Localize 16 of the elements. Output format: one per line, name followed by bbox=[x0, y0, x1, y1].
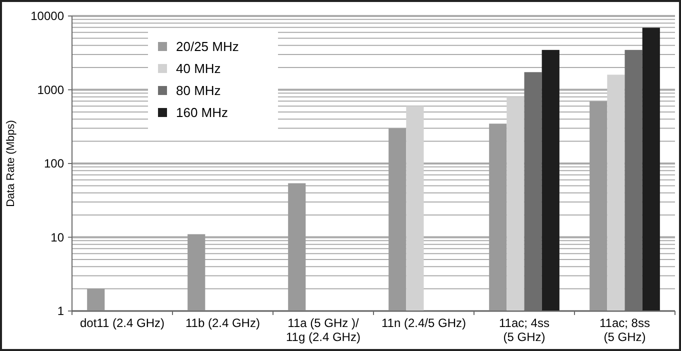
legend-label: 20/25 MHz bbox=[176, 39, 239, 54]
x-tick-label: 11ac; 8ss (5 GHz) bbox=[600, 316, 650, 344]
y-tick-label: 1000 bbox=[37, 82, 64, 97]
legend-label: 80 MHz bbox=[176, 83, 221, 98]
y-tick-label: 100 bbox=[44, 156, 64, 171]
y-axis-title: Data Rate (Mbps) bbox=[5, 120, 17, 207]
y-tick-label: 10000 bbox=[30, 9, 64, 24]
legend-label: 40 MHz bbox=[176, 61, 221, 76]
x-tick-label: 11ac; 4ss (5 GHz) bbox=[499, 316, 550, 344]
x-tick-label: 11a (5 GHz )/ 11g (2.4 GHz) bbox=[286, 316, 360, 344]
x-tick-label: dot11 (2.4 GHz) bbox=[80, 316, 164, 330]
legend-label: 160 MHz bbox=[176, 105, 228, 120]
y-tick-label: 10 bbox=[50, 230, 64, 244]
x-tick-label: 11b (2.4 GHz) bbox=[186, 316, 260, 330]
y-tick-label: 1 bbox=[57, 304, 64, 318]
x-tick-label: 11n (2.4/5 GHz) bbox=[382, 316, 466, 330]
